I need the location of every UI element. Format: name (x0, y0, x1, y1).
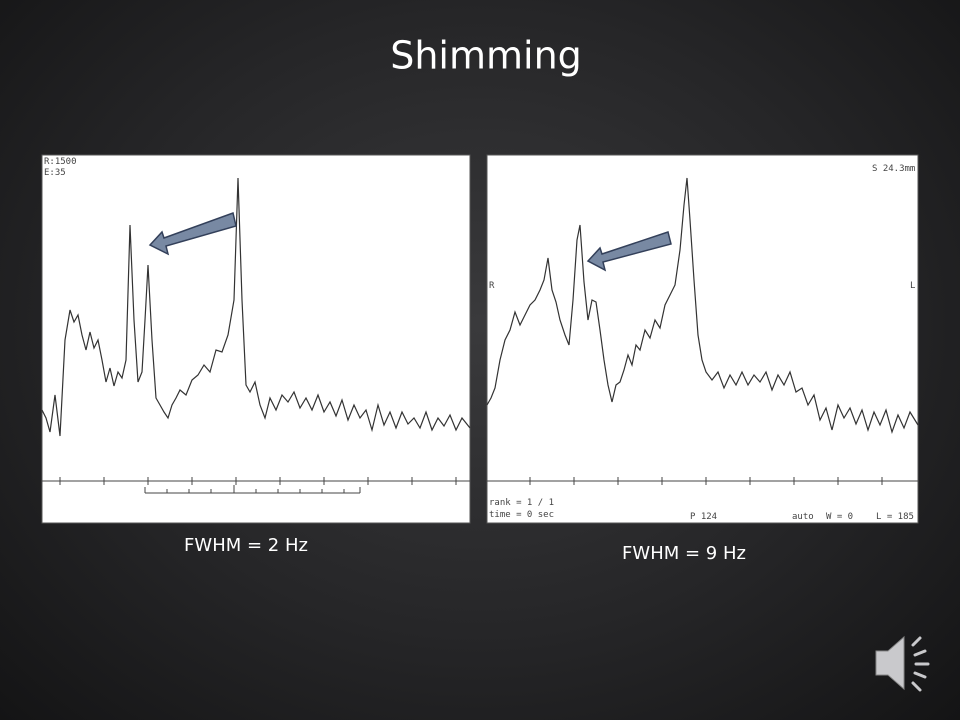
axis-ticks (529, 477, 883, 485)
panel-text: R (489, 281, 495, 291)
panel-text: E:35 (44, 168, 66, 178)
audio-icon[interactable] (875, 635, 930, 692)
spectrum-line (41, 177, 471, 437)
spectrum-line (486, 177, 919, 435)
panel-text: R:1500 (44, 157, 77, 167)
panel-text: W = 0 (826, 512, 853, 522)
arrow (586, 231, 672, 272)
panel-text: rank = 1 / 1 (489, 498, 554, 508)
panel-text: auto (792, 512, 814, 522)
panel-text: time = 0 sec (489, 510, 554, 520)
panel-text: P 124 (690, 512, 717, 522)
spectrum-panel (486, 154, 919, 524)
axis-ticks (59, 477, 457, 494)
panel-text: L = 185 (876, 512, 914, 522)
slide-title: Shimming (390, 34, 582, 78)
panel-text: S 24.3mm (872, 164, 915, 174)
caption: FWHM = 9 Hz (622, 543, 746, 564)
arrow (148, 212, 237, 256)
panel-text: L (910, 281, 915, 291)
caption: FWHM = 2 Hz (184, 535, 308, 556)
spectrum-panel (41, 154, 471, 524)
